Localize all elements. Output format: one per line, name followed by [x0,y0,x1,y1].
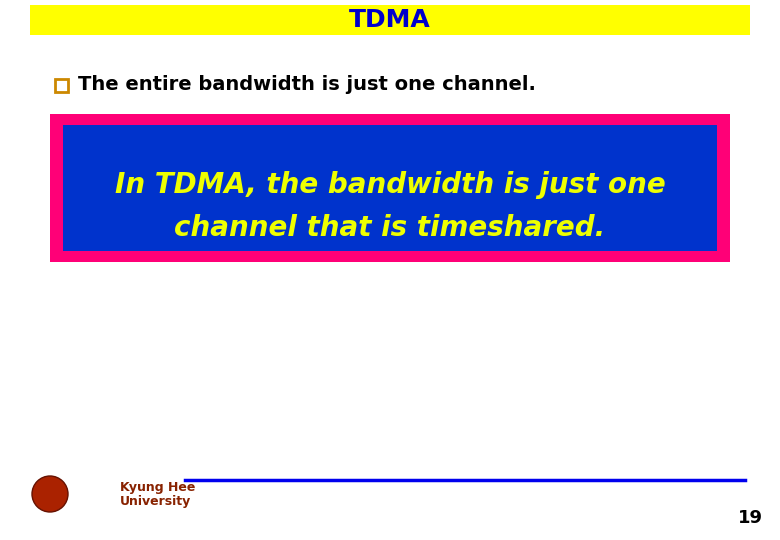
FancyBboxPatch shape [50,114,730,262]
Text: Kyung Hee: Kyung Hee [120,482,195,495]
Text: University: University [120,496,191,509]
FancyBboxPatch shape [55,78,68,91]
Text: TDMA: TDMA [349,8,431,32]
Circle shape [32,476,68,512]
FancyBboxPatch shape [30,5,750,35]
Text: In TDMA, the bandwidth is just one: In TDMA, the bandwidth is just one [115,171,665,199]
Text: The entire bandwidth is just one channel.: The entire bandwidth is just one channel… [78,76,536,94]
FancyBboxPatch shape [63,125,717,251]
FancyBboxPatch shape [55,129,68,141]
Text: channel that is timeshared.: channel that is timeshared. [175,214,605,242]
Text: 19: 19 [738,509,763,527]
Text: Stations share the capacity of the channel in time: Stations share the capacity of the chann… [78,125,629,145]
